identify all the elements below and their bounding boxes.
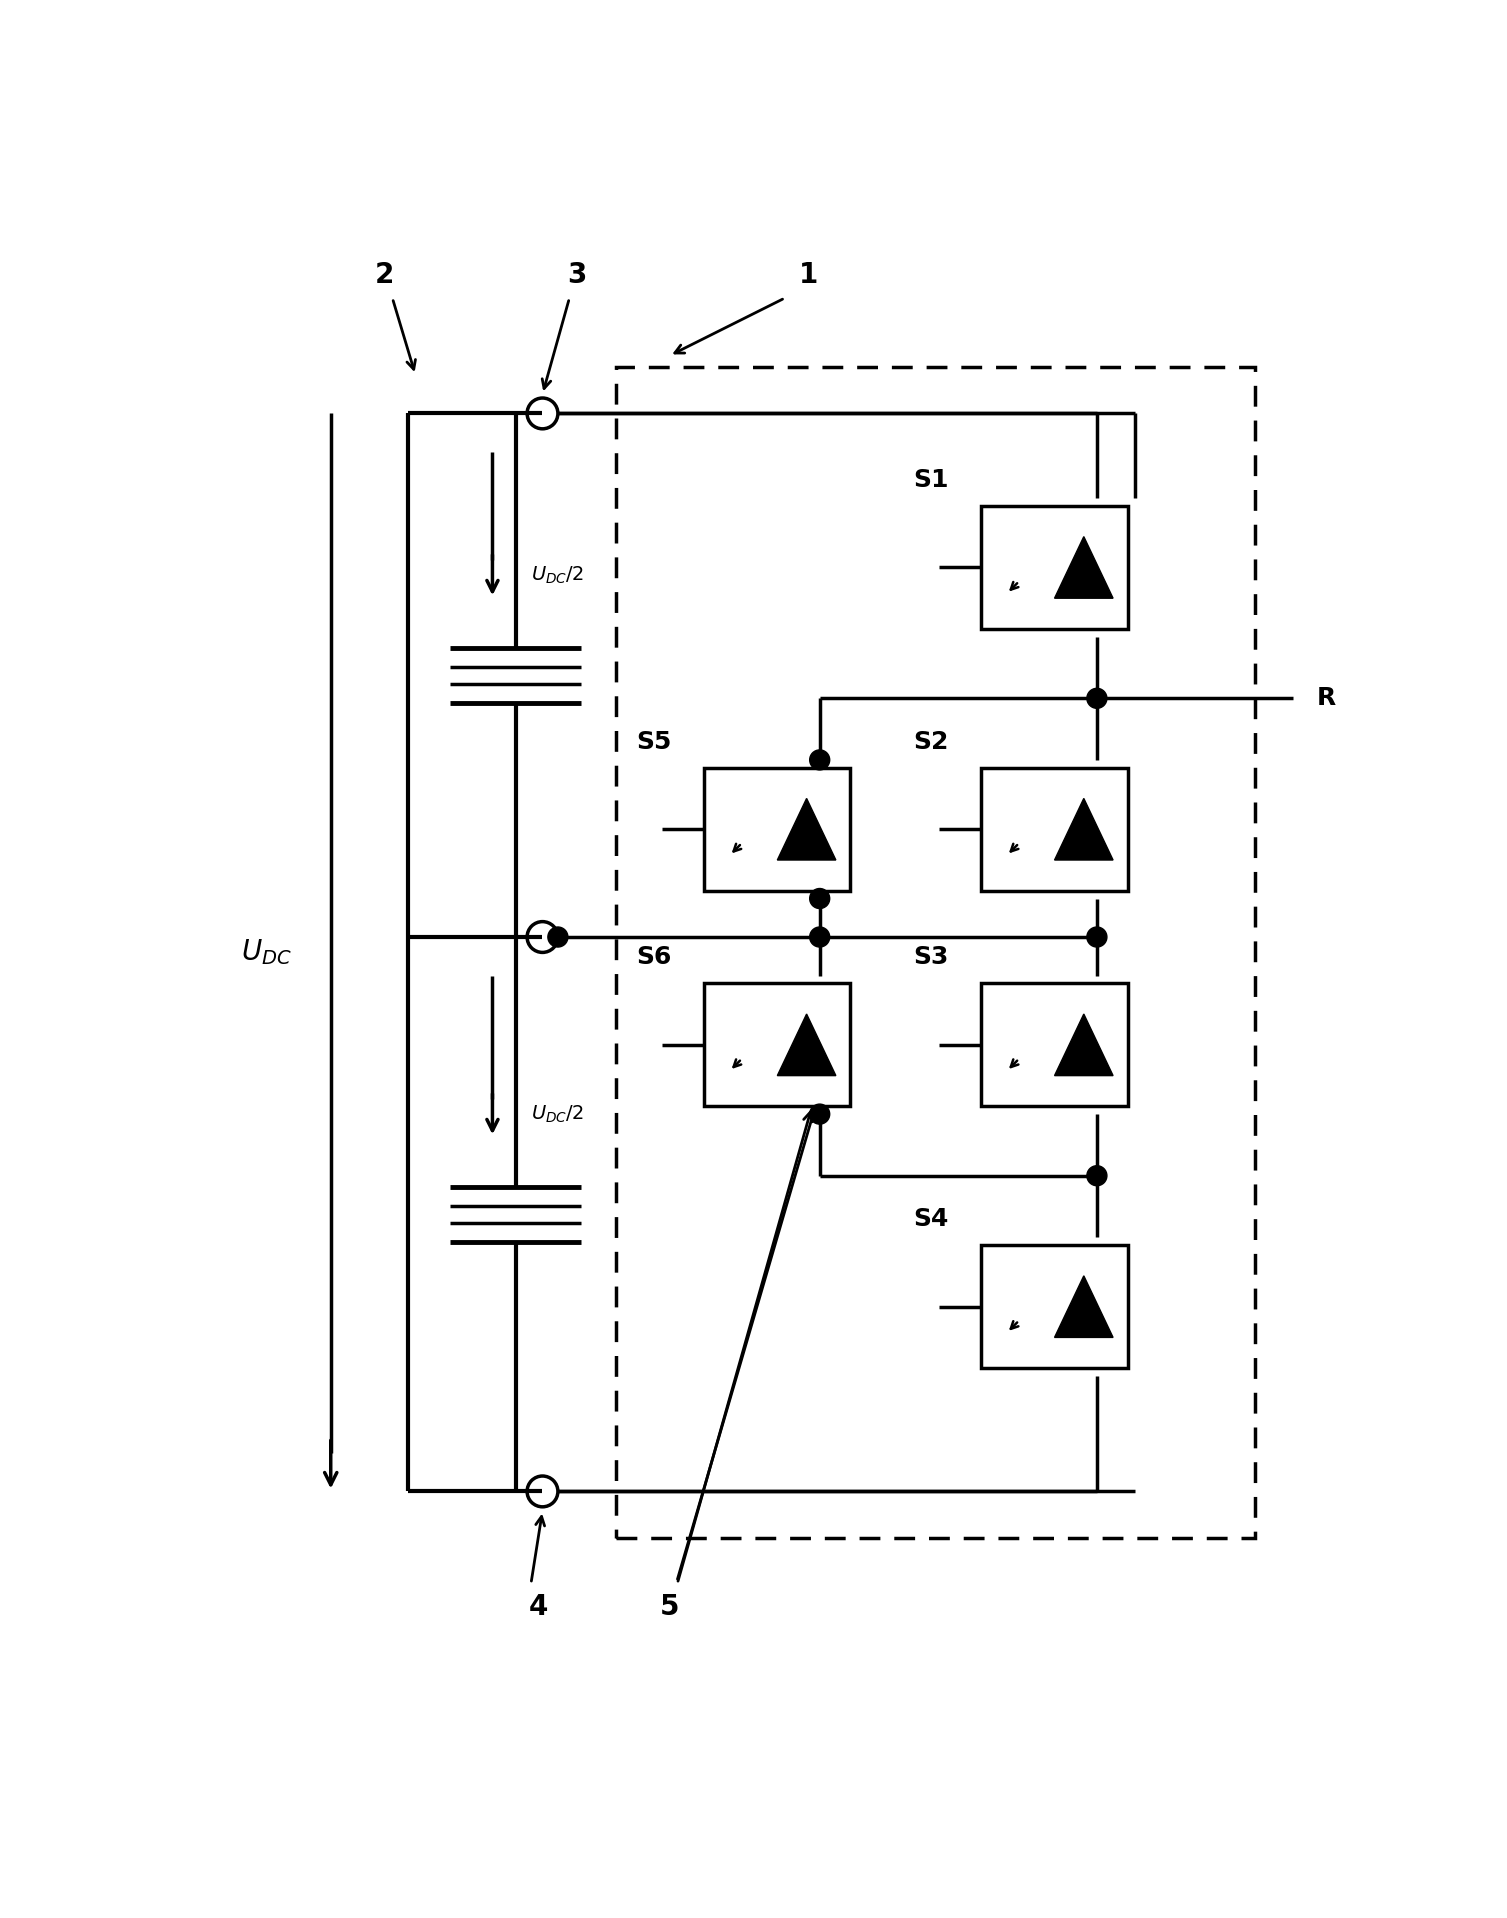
Polygon shape: [778, 798, 836, 859]
Bar: [981, 984, 1127, 1107]
Circle shape: [549, 926, 568, 947]
Circle shape: [809, 1105, 830, 1124]
Bar: [704, 984, 850, 1107]
Text: S2: S2: [913, 729, 949, 754]
Circle shape: [1087, 926, 1108, 947]
Circle shape: [809, 888, 830, 909]
Circle shape: [1087, 689, 1108, 708]
Bar: [981, 1245, 1127, 1368]
Bar: [704, 767, 850, 890]
Text: $U_{DC}$: $U_{DC}$: [241, 938, 292, 967]
Circle shape: [809, 750, 830, 769]
Circle shape: [1087, 1166, 1108, 1185]
Polygon shape: [1055, 798, 1114, 859]
Text: $U_{DC}/2$: $U_{DC}/2$: [530, 564, 585, 585]
Bar: [981, 506, 1127, 629]
Bar: [981, 767, 1127, 890]
Text: $U_{DC}/2$: $U_{DC}/2$: [530, 1103, 585, 1124]
Text: S3: S3: [913, 946, 949, 969]
Text: 4: 4: [529, 1594, 549, 1621]
Text: S4: S4: [913, 1206, 949, 1231]
Text: 2: 2: [375, 261, 395, 290]
Text: 5: 5: [660, 1594, 680, 1621]
Polygon shape: [1055, 1275, 1114, 1337]
Text: 1: 1: [799, 261, 818, 290]
Polygon shape: [1055, 537, 1114, 598]
Text: 3: 3: [568, 261, 586, 290]
Text: S5: S5: [636, 729, 672, 754]
Polygon shape: [778, 1015, 836, 1076]
Bar: [616, 366, 1255, 1538]
Circle shape: [809, 926, 830, 947]
Text: S6: S6: [636, 946, 672, 969]
Text: R: R: [1316, 687, 1335, 710]
Polygon shape: [1055, 1015, 1114, 1076]
Text: S1: S1: [913, 468, 949, 491]
